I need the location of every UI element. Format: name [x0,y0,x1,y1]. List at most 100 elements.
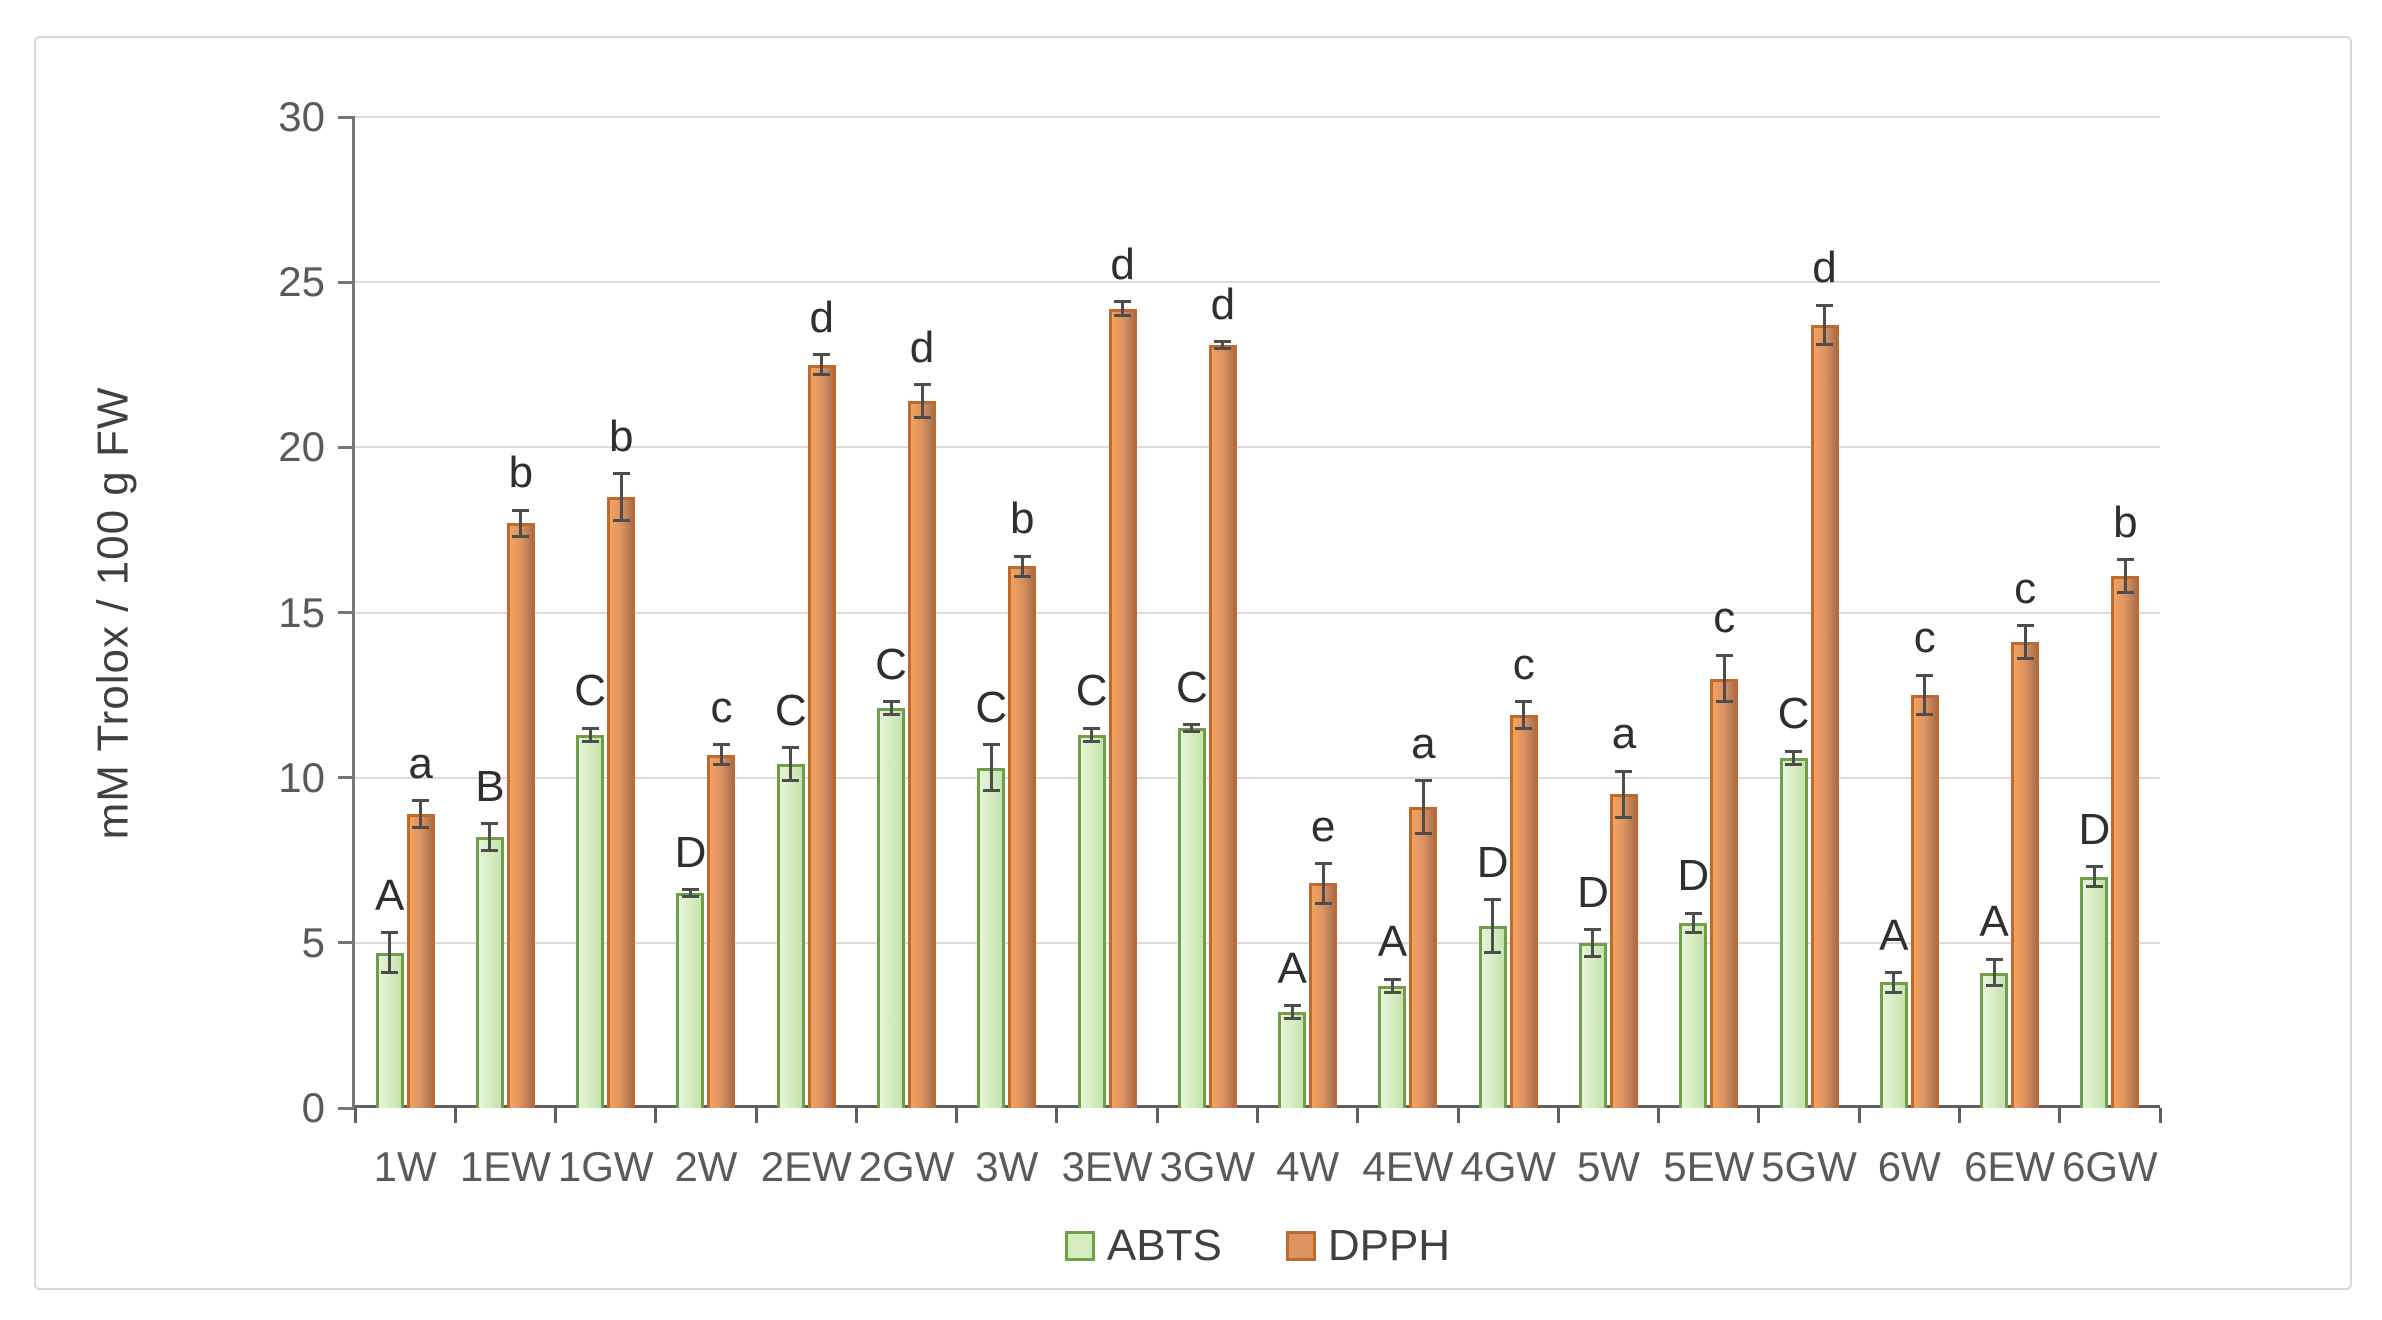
error-cap-bottom-abts-2W [681,895,699,899]
gridline-15 [355,611,2160,614]
error-cap-bottom-abts-3EW [1083,739,1101,743]
sig-letter-abts-6GW: D [2078,804,2111,854]
error-cap-top-abts-2GW [882,700,900,704]
sig-letter-abts-2W: D [674,827,707,877]
error-bar-abts-1EW [488,823,492,851]
error-cap-bottom-dpph-3W [1013,574,1031,578]
sig-letter-dpph-2GW: d [909,322,935,372]
bar-dpph-5GW [1810,325,1839,1108]
x-tick-5 [854,1108,858,1123]
x-label-1EW: 1EW [459,1143,551,1190]
x-tick-0 [353,1108,357,1123]
error-cap-top-dpph-6GW [2116,558,2134,562]
legend-entry-dpph: DPPH [1285,1221,1451,1271]
bar-dpph-4W [1309,883,1338,1108]
error-cap-top-dpph-3GW [1214,340,1232,344]
legend-label-dpph: DPPH [1327,1221,1451,1270]
error-bar-abts-6EW [1992,959,1996,986]
sig-letter-abts-1W: A [374,870,405,920]
y-axis-title: mM Trolox / 100 g FW [88,386,138,839]
y-tick-label-0: 0 [301,1084,325,1131]
error-cap-top-dpph-2GW [913,383,931,387]
error-cap-bottom-abts-6W [1885,990,1903,994]
error-bar-dpph-5EW [1722,655,1726,702]
bar-abts-1EW [475,837,504,1108]
error-cap-bottom-dpph-2EW [813,373,831,377]
y-tick-30 [338,115,355,119]
error-cap-top-dpph-3W [1013,554,1031,558]
bar-dpph-6GW [2111,576,2140,1108]
bar-abts-4GW [1478,926,1507,1108]
bar-dpph-4GW [1509,714,1538,1108]
gridline-25 [355,281,2160,284]
x-tick-16 [1957,1108,1961,1123]
error-cap-top-dpph-1GW [612,472,630,476]
error-cap-bottom-abts-2EW [782,779,800,783]
sig-letter-dpph-1W: a [408,738,433,788]
error-bar-dpph-4EW [1421,780,1425,834]
error-bar-abts-5GW [1792,751,1796,765]
error-bar-abts-6GW [2092,866,2096,887]
bar-dpph-6EW [2011,642,2040,1108]
x-label-3W: 3W [975,1143,1039,1190]
error-cap-top-dpph-2EW [813,353,831,357]
error-bar-abts-2GW [889,701,893,715]
x-label-6EW: 6EW [1964,1143,2056,1190]
sig-letter-abts-1GW: C [574,666,607,716]
error-cap-top-abts-2EW [782,746,800,750]
sig-letter-dpph-3EW: d [1110,239,1135,289]
sig-letter-dpph-5EW: c [1713,593,1736,643]
error-cap-bottom-dpph-6W [1916,713,1934,717]
error-cap-top-abts-3EW [1083,726,1101,730]
bar-abts-5GW [1779,757,1808,1108]
x-label-5GW: 5GW [1761,1143,1857,1190]
sig-letter-dpph-5GW: d [1812,243,1837,293]
error-bar-dpph-2W [719,744,723,765]
error-cap-bottom-abts-6EW [1985,984,2003,988]
bar-dpph-5EW [1710,678,1739,1108]
error-cap-bottom-abts-4EW [1383,990,1401,994]
error-cap-bottom-dpph-4W [1314,901,1332,905]
error-cap-bottom-abts-5EW [1684,931,1702,935]
sig-letter-abts-4W: A [1277,943,1307,993]
y-tick-0 [338,1106,355,1110]
bar-abts-1GW [576,734,605,1108]
legend-label-abts: ABTS [1106,1221,1222,1270]
bar-dpph-4EW [1409,807,1438,1108]
sig-letter-dpph-4GW: c [1512,639,1535,689]
error-cap-top-abts-1GW [581,726,599,730]
bar-abts-1W [375,952,404,1108]
error-bar-dpph-2GW [920,384,924,418]
x-label-6W: 6W [1877,1143,1941,1190]
sig-letter-abts-5W: D [1577,867,1609,917]
error-bar-dpph-6GW [2123,559,2127,593]
bar-abts-6GW [2080,876,2109,1108]
x-label-1GW: 1GW [557,1143,654,1190]
bar-abts-4EW [1378,985,1407,1108]
legend-swatch-abts [1064,1231,1095,1261]
x-label-4GW: 4GW [1460,1143,1557,1190]
error-cap-bottom-dpph-4GW [1515,726,1533,730]
x-tick-9 [1256,1108,1259,1123]
error-cap-bottom-abts-2GW [882,713,900,717]
x-tick-7 [1055,1108,1059,1123]
error-cap-bottom-dpph-2GW [913,416,931,420]
error-cap-bottom-abts-1W [381,971,399,975]
x-label-2W: 2W [674,1143,738,1190]
legend-swatch-dpph [1285,1231,1316,1261]
error-cap-top-dpph-1W [412,799,430,803]
x-label-6GW: 6GW [2062,1143,2158,1190]
sig-letter-dpph-4W: e [1310,801,1336,851]
sig-letter-abts-6W: A [1879,910,1909,960]
error-cap-top-abts-5EW [1684,911,1702,915]
x-tick-15 [1857,1108,1861,1123]
x-tick-8 [1155,1108,1159,1123]
error-cap-bottom-dpph-5GW [1816,343,1834,347]
error-cap-top-dpph-5W [1615,769,1633,773]
bar-dpph-6W [1910,695,1939,1108]
y-tick-20 [338,445,355,449]
error-bar-abts-3W [989,744,993,791]
error-cap-bottom-dpph-6GW [2116,591,2134,595]
error-bar-dpph-3W [1020,556,1024,577]
